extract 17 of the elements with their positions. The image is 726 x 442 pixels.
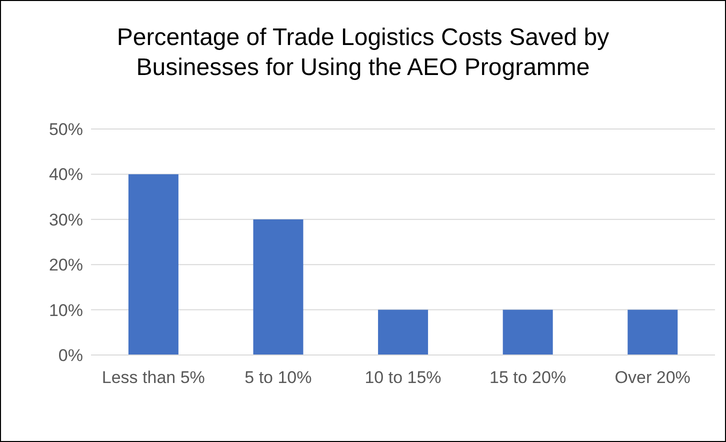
y-tick-label: 30%	[48, 210, 83, 230]
y-tick-label: 20%	[48, 256, 83, 275]
bar	[628, 310, 678, 355]
x-tick-label: 10 to 15%	[364, 368, 442, 388]
bar	[378, 310, 428, 355]
y-tick-label: 10%	[48, 300, 83, 320]
bar	[128, 174, 178, 355]
x-tick-label: 15 to 20%	[490, 368, 566, 388]
y-tick-label: 40%	[48, 165, 83, 184]
x-tick-label: 5 to 10%	[244, 368, 312, 388]
x-tick-label: Less than 5%	[102, 368, 205, 388]
bar	[253, 219, 304, 355]
y-tick-label: 0%	[58, 346, 83, 366]
y-tick-label: 50%	[48, 120, 83, 140]
x-tick-label: Over 20%	[614, 368, 690, 388]
bar	[502, 310, 553, 355]
chart-title: Percentage of Trade Logistics Costs Saved by Businesses for Using the AEO Programme	[116, 23, 610, 83]
